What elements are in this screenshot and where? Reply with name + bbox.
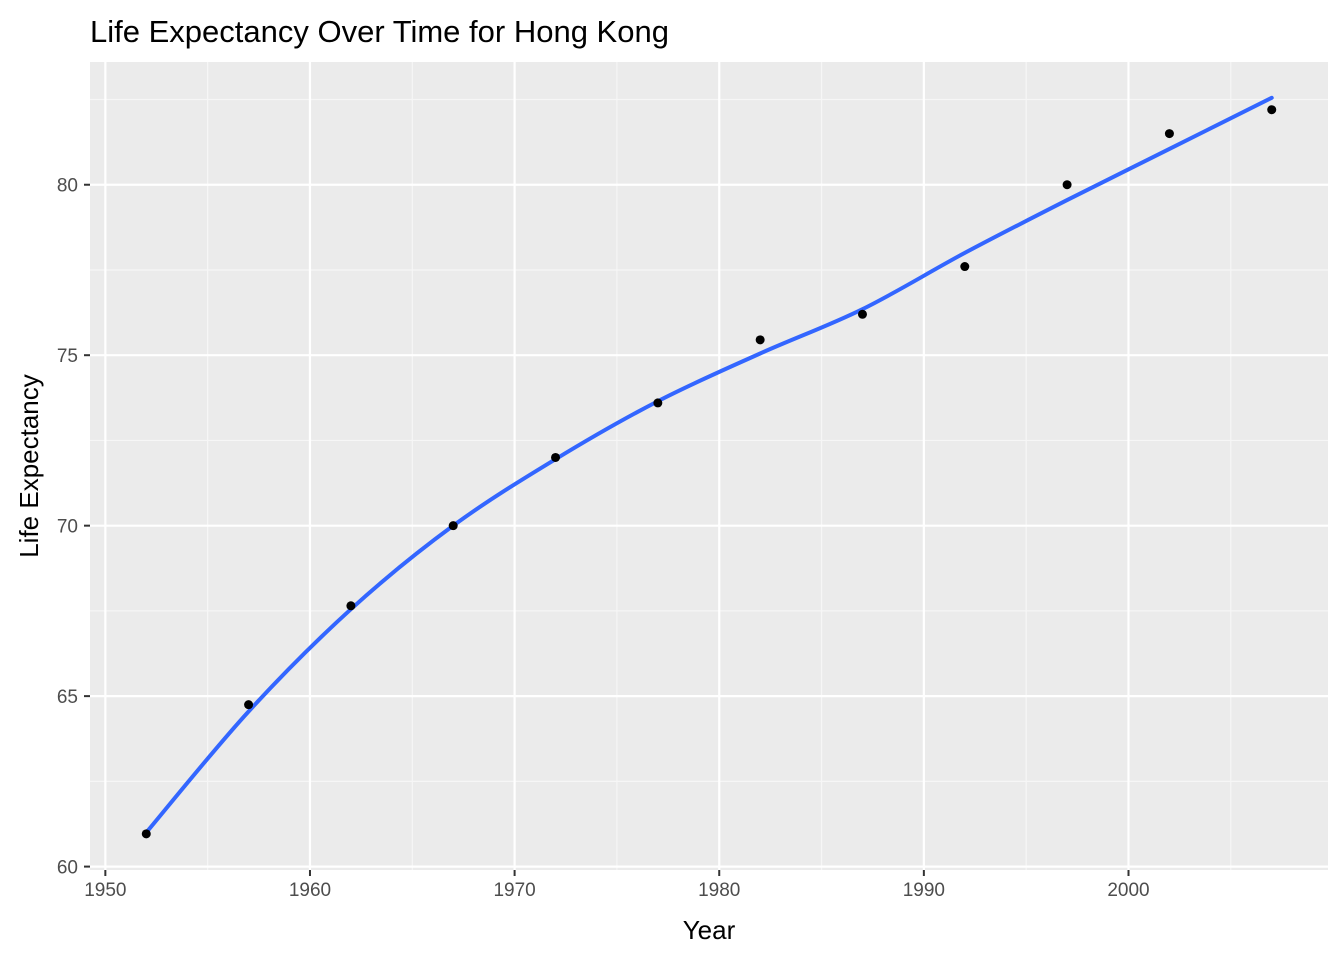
y-tick-label: 70: [57, 517, 78, 538]
data-point: [346, 601, 356, 611]
x-axis: 1950 1960 1970 1980 1990 2000: [84, 870, 1150, 901]
y-tick-label: 80: [57, 176, 78, 197]
minor-grid: [90, 62, 1328, 870]
chart-title: Life Expectancy Over Time for Hong Kong: [90, 14, 669, 49]
data-point: [857, 309, 867, 319]
data-point: [653, 398, 663, 408]
major-grid: [90, 62, 1328, 870]
x-tick-label: 1990: [903, 880, 945, 901]
data-point: [1062, 180, 1072, 190]
y-tick-label: 75: [57, 346, 78, 367]
x-tick-label: 1970: [493, 880, 535, 901]
plot-panel: [90, 62, 1328, 870]
data-point: [755, 335, 765, 345]
points-layer: [141, 105, 1277, 839]
x-tick-label: 1980: [698, 880, 740, 901]
x-tick-label: 1960: [289, 880, 331, 901]
data-point: [1267, 105, 1277, 115]
data-point: [448, 521, 458, 531]
y-tick-label: 65: [57, 687, 78, 708]
x-tick-label: 1950: [84, 880, 126, 901]
data-point: [1164, 129, 1174, 139]
data-point: [960, 262, 970, 272]
trend-layer: [144, 95, 1274, 835]
data-point: [141, 829, 151, 839]
y-tick-label: 60: [57, 858, 78, 879]
data-point: [551, 452, 561, 462]
data-point: [244, 700, 254, 710]
x-axis-title: Year: [683, 915, 736, 945]
x-tick-label: 2000: [1107, 880, 1149, 901]
trend-line: [144, 95, 1274, 835]
y-axis-title: Life Expectancy: [14, 374, 44, 558]
y-axis: 60 65 70 75 80: [57, 176, 90, 879]
